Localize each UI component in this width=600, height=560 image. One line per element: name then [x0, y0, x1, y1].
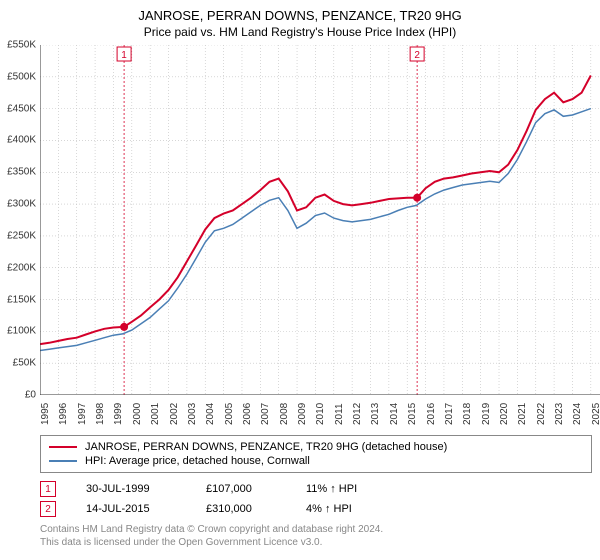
x-tick-label: 2015: [407, 403, 418, 425]
footer-line: This data is licensed under the Open Gov…: [40, 536, 592, 549]
x-tick-label: 2011: [334, 403, 345, 425]
y-tick-label: £150K: [7, 294, 36, 305]
legend-box: JANROSE, PERRAN DOWNS, PENZANCE, TR20 9H…: [40, 435, 592, 473]
x-tick-label: 2017: [444, 403, 455, 425]
x-tick-label: 2005: [224, 403, 235, 425]
sale-diff: 11% ↑ HPI: [306, 483, 386, 495]
x-tick-label: 2022: [536, 403, 547, 425]
x-tick-label: 2006: [242, 403, 253, 425]
chart-plot-area: 12 £0£50K£100K£150K£200K£250K£300K£350K£…: [40, 45, 600, 395]
sale-date: 14-JUL-2015: [86, 503, 176, 515]
x-tick-label: 1996: [58, 403, 69, 425]
sale-date: 30-JUL-1999: [86, 483, 176, 495]
x-tick-label: 2003: [187, 403, 198, 425]
svg-text:1: 1: [121, 50, 127, 61]
x-tick-label: 2016: [426, 403, 437, 425]
x-tick-label: 2021: [517, 403, 528, 425]
svg-text:2: 2: [414, 50, 420, 61]
x-tick-label: 2023: [554, 403, 565, 425]
y-tick-label: £400K: [7, 135, 36, 146]
chart-title: JANROSE, PERRAN DOWNS, PENZANCE, TR20 9H…: [0, 0, 600, 23]
legend-swatch: [49, 460, 77, 462]
sales-table: 1 30-JUL-1999 £107,000 11% ↑ HPI 2 14-JU…: [40, 479, 592, 519]
sale-price: £107,000: [206, 483, 276, 495]
footer-attribution: Contains HM Land Registry data © Crown c…: [40, 523, 592, 549]
x-tick-label: 2014: [389, 403, 400, 425]
y-tick-label: £300K: [7, 199, 36, 210]
x-tick-label: 2002: [169, 403, 180, 425]
y-axis: £0£50K£100K£150K£200K£250K£300K£350K£400…: [0, 45, 38, 395]
x-tick-label: 1998: [95, 403, 106, 425]
chart-subtitle: Price paid vs. HM Land Registry's House …: [0, 23, 600, 45]
x-tick-label: 2024: [572, 403, 583, 425]
chart-svg: 12: [40, 45, 600, 395]
x-tick-label: 2001: [150, 403, 161, 425]
x-tick-label: 2018: [462, 403, 473, 425]
legend-label: JANROSE, PERRAN DOWNS, PENZANCE, TR20 9H…: [85, 441, 447, 453]
x-tick-label: 2004: [205, 403, 216, 425]
y-tick-label: £350K: [7, 167, 36, 178]
legend-label: HPI: Average price, detached house, Corn…: [85, 455, 310, 467]
sale-row: 2 14-JUL-2015 £310,000 4% ↑ HPI: [40, 499, 592, 519]
y-tick-label: £0: [25, 390, 36, 401]
x-tick-label: 1995: [40, 403, 51, 425]
x-tick-label: 2020: [499, 403, 510, 425]
sale-row: 1 30-JUL-1999 £107,000 11% ↑ HPI: [40, 479, 592, 499]
y-tick-label: £100K: [7, 326, 36, 337]
x-tick-label: 1999: [113, 403, 124, 425]
y-tick-label: £50K: [13, 358, 36, 369]
y-tick-label: £450K: [7, 103, 36, 114]
x-axis: 1995 1996 1997 1998 1999 2000 2001 2002 2003 2004…: [40, 397, 600, 427]
x-tick-label: 2008: [279, 403, 290, 425]
legend-row: HPI: Average price, detached house, Corn…: [49, 454, 583, 468]
y-tick-label: £500K: [7, 71, 36, 82]
x-tick-label: 2000: [132, 403, 143, 425]
x-tick-label: 2010: [315, 403, 326, 425]
sale-diff: 4% ↑ HPI: [306, 503, 386, 515]
sale-marker-icon: 2: [40, 501, 56, 517]
x-tick-label: 2013: [370, 403, 381, 425]
x-tick-label: 1997: [77, 403, 88, 425]
y-tick-label: £250K: [7, 230, 36, 241]
x-tick-label: 2019: [481, 403, 492, 425]
x-tick-label: 2012: [352, 403, 363, 425]
x-tick-label: 2009: [297, 403, 308, 425]
sale-marker-icon: 1: [40, 481, 56, 497]
chart-container: JANROSE, PERRAN DOWNS, PENZANCE, TR20 9H…: [0, 0, 600, 549]
y-tick-label: £550K: [7, 40, 36, 51]
y-tick-label: £200K: [7, 262, 36, 273]
x-tick-label: 2025: [591, 403, 600, 425]
x-tick-label: 2007: [260, 403, 271, 425]
footer-line: Contains HM Land Registry data © Crown c…: [40, 523, 592, 536]
legend-swatch: [49, 446, 77, 448]
sale-price: £310,000: [206, 503, 276, 515]
legend-row: JANROSE, PERRAN DOWNS, PENZANCE, TR20 9H…: [49, 440, 583, 454]
